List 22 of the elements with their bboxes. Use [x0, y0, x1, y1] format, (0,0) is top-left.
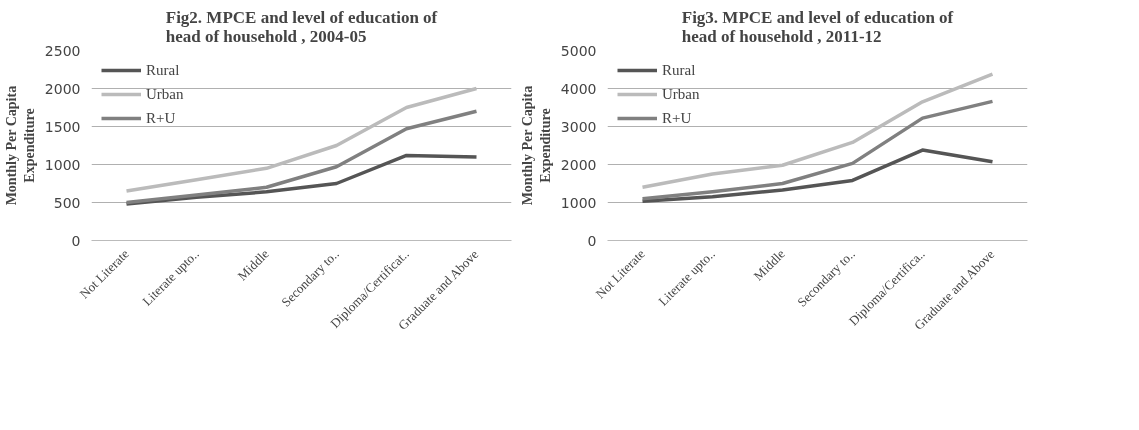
y-tick-label: 1000 [560, 194, 597, 211]
y-tick-label: 0 [71, 232, 81, 249]
legend-label: R+U [662, 109, 692, 127]
y-tick-label: 2000 [560, 156, 597, 173]
legend-label: R+U [146, 109, 176, 127]
legend-label: Rural [662, 61, 696, 79]
y-tick-label: 500 [53, 194, 81, 211]
chart-title: Fig2. MPCE and level of education of head of household , 2004-05 [165, 7, 438, 46]
y-tick-label: 4000 [560, 80, 597, 97]
legend-label: Rural [146, 61, 180, 79]
y-tick-label: 0 [587, 232, 597, 249]
y-tick-label: 2000 [44, 80, 81, 97]
y-tick-label: 3000 [560, 118, 597, 135]
y-axis-title: Monthly Per Capita Expenditure [519, 85, 553, 206]
y-tick-label: 5000 [560, 42, 597, 59]
legend-label: Urban [146, 85, 184, 103]
legend-label: Urban [662, 85, 700, 103]
y-axis-title: Monthly Per Capita Expenditure [3, 85, 37, 206]
y-tick-label: 1500 [44, 118, 81, 135]
y-tick-label: 1000 [44, 156, 81, 173]
y-tick-label: 2500 [44, 42, 81, 59]
chart-title: Fig3. MPCE and level of education of head of household , 2011-12 [681, 7, 954, 46]
